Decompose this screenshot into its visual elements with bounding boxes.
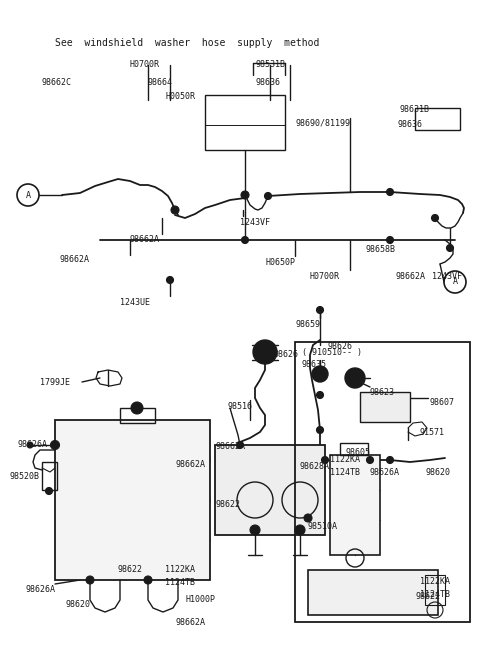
Text: 98662A: 98662A <box>215 442 245 451</box>
Bar <box>205 95 285 150</box>
Text: 1124TB: 1124TB <box>165 578 195 587</box>
Bar <box>120 408 155 423</box>
Circle shape <box>386 457 394 464</box>
Circle shape <box>367 457 373 464</box>
Text: 98622: 98622 <box>118 565 143 574</box>
Text: H1000P: H1000P <box>185 595 215 604</box>
Text: 98635: 98635 <box>302 360 327 369</box>
Text: 98626: 98626 <box>328 342 353 351</box>
Text: 98516: 98516 <box>228 402 253 411</box>
Circle shape <box>345 368 365 388</box>
Text: 98628A: 98628A <box>300 462 330 471</box>
Text: H0650P: H0650P <box>265 258 295 267</box>
Circle shape <box>316 392 324 398</box>
Circle shape <box>250 525 260 535</box>
Text: 98607: 98607 <box>430 398 455 407</box>
Text: 91571: 91571 <box>420 428 445 437</box>
Circle shape <box>50 441 60 449</box>
Bar <box>415 108 460 130</box>
Circle shape <box>312 366 328 382</box>
Text: 1243VF: 1243VF <box>432 272 462 281</box>
Circle shape <box>264 193 272 200</box>
Circle shape <box>304 514 312 522</box>
Text: 98626A: 98626A <box>18 440 48 449</box>
Bar <box>295 342 470 622</box>
Text: 1124TB: 1124TB <box>420 590 450 599</box>
Circle shape <box>316 307 324 314</box>
Text: See  windshield  washer  hose  supply  method: See windshield washer hose supply method <box>55 38 319 48</box>
Circle shape <box>46 487 52 495</box>
Text: 1122KA: 1122KA <box>420 577 450 586</box>
Text: 98626A: 98626A <box>370 468 400 477</box>
Bar <box>425 575 445 605</box>
Circle shape <box>386 189 394 195</box>
Circle shape <box>386 236 394 244</box>
Circle shape <box>167 276 173 284</box>
Text: 1122KA: 1122KA <box>330 455 360 464</box>
Bar <box>308 570 438 615</box>
Text: 98626: 98626 <box>273 350 298 359</box>
Text: 98662A: 98662A <box>395 272 425 281</box>
Circle shape <box>322 457 328 464</box>
Circle shape <box>27 442 33 448</box>
Circle shape <box>350 373 360 383</box>
Bar <box>55 420 210 580</box>
Circle shape <box>171 206 179 214</box>
Text: 98520B: 98520B <box>10 472 40 481</box>
Text: 98531B: 98531B <box>255 60 285 69</box>
Text: A: A <box>25 191 31 200</box>
Text: H0700R: H0700R <box>310 272 340 281</box>
Text: 98626A: 98626A <box>25 585 55 594</box>
Bar <box>215 445 325 535</box>
Text: 98510A: 98510A <box>308 522 338 531</box>
Text: 98662A: 98662A <box>130 235 160 244</box>
Text: 98623: 98623 <box>370 388 395 397</box>
Text: 98622: 98622 <box>215 500 240 509</box>
Text: 98662C: 98662C <box>42 78 72 87</box>
Text: H0700R: H0700R <box>130 60 160 69</box>
Text: 98662A: 98662A <box>175 460 205 469</box>
Circle shape <box>295 525 305 535</box>
Text: 98664: 98664 <box>148 78 173 87</box>
Text: ( 910510-- ): ( 910510-- ) <box>302 348 362 357</box>
Circle shape <box>259 346 271 358</box>
Bar <box>360 392 410 422</box>
Text: 98620: 98620 <box>425 468 450 477</box>
Text: 1122KA: 1122KA <box>165 565 195 574</box>
Text: 1243VF: 1243VF <box>240 218 270 227</box>
Text: 98662A: 98662A <box>175 618 205 627</box>
Circle shape <box>253 340 277 364</box>
Circle shape <box>316 370 324 378</box>
Text: 98620: 98620 <box>65 600 90 609</box>
Text: 1243UE: 1243UE <box>120 298 150 307</box>
Text: A: A <box>453 278 457 286</box>
Text: 98636: 98636 <box>255 78 280 87</box>
Bar <box>330 455 380 555</box>
Circle shape <box>446 244 454 252</box>
Circle shape <box>144 576 152 584</box>
Circle shape <box>86 576 94 584</box>
Text: 98631B: 98631B <box>400 105 430 114</box>
Text: 98690/81199: 98690/81199 <box>295 118 350 127</box>
Circle shape <box>131 402 143 414</box>
Circle shape <box>432 214 439 221</box>
Text: 98662A: 98662A <box>60 255 90 264</box>
Text: 1124TB: 1124TB <box>330 468 360 477</box>
Text: 98605: 98605 <box>346 448 371 457</box>
Text: 98636: 98636 <box>398 120 423 129</box>
Text: H0050R: H0050R <box>165 92 195 101</box>
Text: 98658B: 98658B <box>365 245 395 254</box>
Text: 98622: 98622 <box>415 592 440 601</box>
Bar <box>340 443 368 455</box>
Text: 98659: 98659 <box>295 320 320 329</box>
Circle shape <box>241 236 249 244</box>
Text: 1799JE: 1799JE <box>40 378 70 387</box>
Circle shape <box>316 426 324 434</box>
Circle shape <box>241 191 249 199</box>
Bar <box>42 462 57 490</box>
Circle shape <box>237 441 243 449</box>
